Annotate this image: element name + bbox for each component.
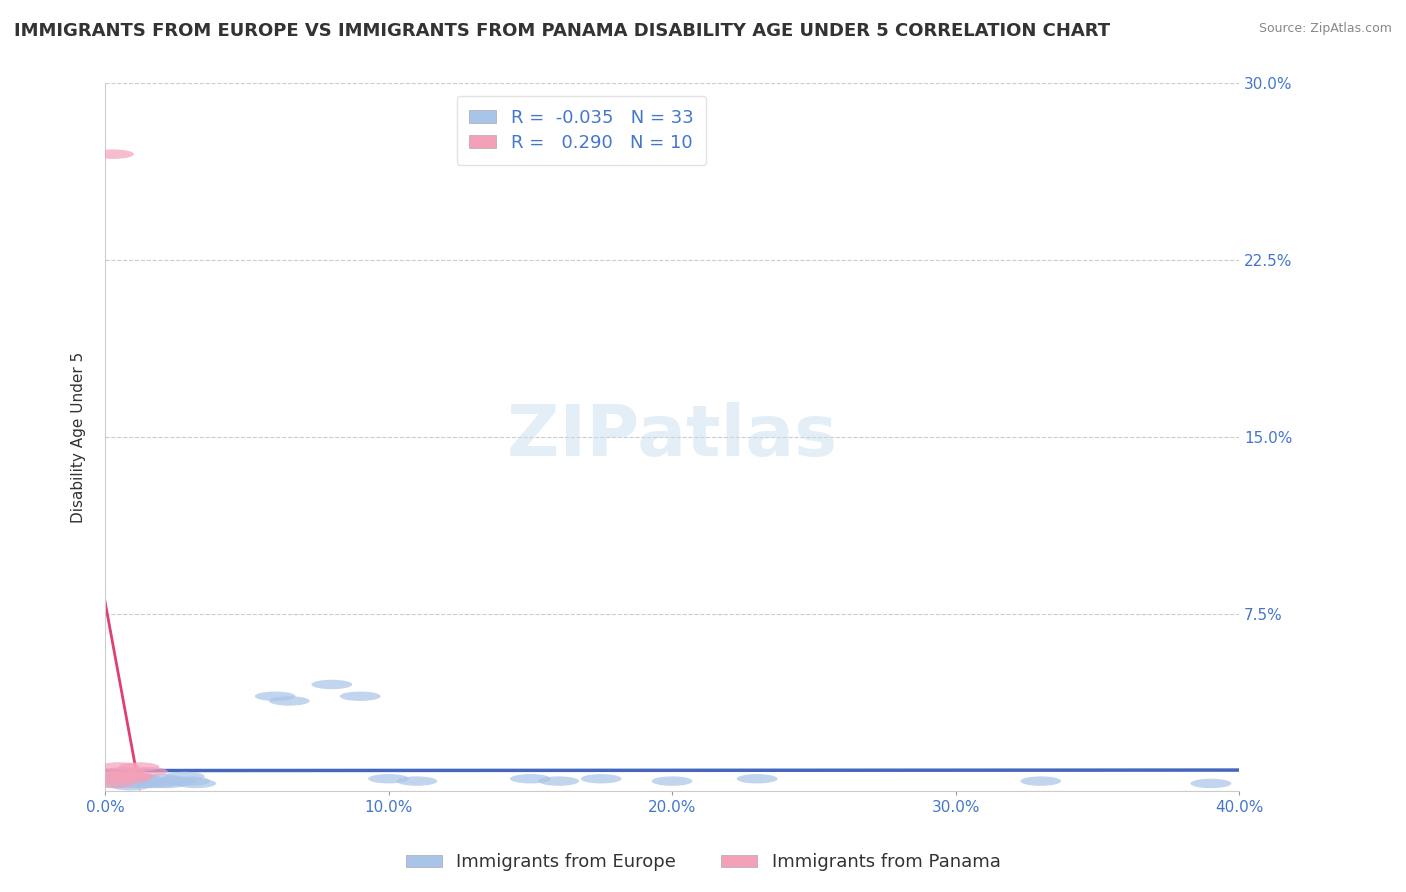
- Ellipse shape: [127, 779, 167, 789]
- Ellipse shape: [129, 776, 170, 786]
- Ellipse shape: [112, 774, 153, 783]
- Ellipse shape: [538, 776, 579, 786]
- Ellipse shape: [368, 774, 409, 783]
- Ellipse shape: [652, 776, 693, 786]
- Legend: Immigrants from Europe, Immigrants from Panama: Immigrants from Europe, Immigrants from …: [398, 847, 1008, 879]
- Ellipse shape: [101, 772, 142, 781]
- Ellipse shape: [1191, 779, 1232, 789]
- Ellipse shape: [176, 779, 217, 789]
- Ellipse shape: [156, 776, 197, 786]
- Ellipse shape: [127, 767, 167, 776]
- Ellipse shape: [98, 763, 139, 772]
- Ellipse shape: [148, 779, 188, 789]
- Ellipse shape: [90, 774, 131, 783]
- Y-axis label: Disability Age Under 5: Disability Age Under 5: [72, 351, 86, 523]
- Ellipse shape: [1021, 776, 1062, 786]
- Ellipse shape: [104, 767, 145, 776]
- Ellipse shape: [340, 691, 381, 701]
- Ellipse shape: [98, 776, 139, 786]
- Text: ZIPat​las: ZIPat​las: [508, 402, 837, 472]
- Ellipse shape: [121, 774, 162, 783]
- Ellipse shape: [396, 776, 437, 786]
- Ellipse shape: [107, 776, 148, 786]
- Ellipse shape: [311, 680, 353, 690]
- Ellipse shape: [170, 776, 211, 786]
- Ellipse shape: [254, 691, 295, 701]
- Ellipse shape: [112, 772, 153, 781]
- Ellipse shape: [141, 774, 183, 783]
- Ellipse shape: [110, 781, 150, 790]
- Legend: R =  -0.035   N = 33, R =   0.290   N = 10: R = -0.035 N = 33, R = 0.290 N = 10: [457, 96, 706, 164]
- Ellipse shape: [93, 150, 134, 159]
- Ellipse shape: [110, 774, 150, 783]
- Ellipse shape: [737, 774, 778, 783]
- Ellipse shape: [93, 779, 134, 789]
- Text: Source: ZipAtlas.com: Source: ZipAtlas.com: [1258, 22, 1392, 36]
- Ellipse shape: [101, 769, 142, 779]
- Ellipse shape: [118, 763, 159, 772]
- Ellipse shape: [104, 779, 145, 789]
- Ellipse shape: [165, 772, 205, 781]
- Ellipse shape: [96, 779, 136, 789]
- Text: IMMIGRANTS FROM EUROPE VS IMMIGRANTS FROM PANAMA DISABILITY AGE UNDER 5 CORRELAT: IMMIGRANTS FROM EUROPE VS IMMIGRANTS FRO…: [14, 22, 1111, 40]
- Ellipse shape: [510, 774, 551, 783]
- Ellipse shape: [115, 779, 156, 789]
- Ellipse shape: [135, 779, 176, 789]
- Ellipse shape: [118, 776, 159, 786]
- Ellipse shape: [269, 697, 309, 706]
- Ellipse shape: [581, 774, 621, 783]
- Ellipse shape: [90, 774, 131, 783]
